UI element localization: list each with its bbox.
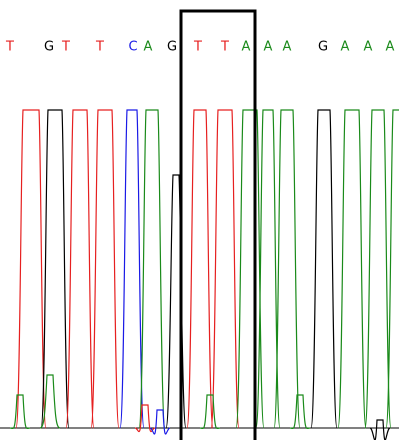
trace-peak (41, 110, 69, 428)
trace-peak (91, 110, 119, 428)
base-call: T (220, 40, 229, 55)
trace-peak (139, 110, 165, 428)
trace-peak (211, 110, 239, 428)
base-call: T (193, 40, 202, 55)
base-call: T (95, 40, 104, 55)
base-call: G (44, 40, 54, 55)
base-call: A (242, 40, 251, 55)
trace-peak (200, 395, 220, 428)
base-call: G (318, 40, 328, 55)
trace-peak (236, 110, 264, 428)
trace-peak (338, 110, 366, 428)
base-call: T (61, 40, 70, 55)
base-call: A (144, 40, 153, 55)
trace-peak (16, 110, 46, 428)
base-call: A (364, 40, 373, 55)
base-call: A (264, 40, 273, 55)
trace-peak (166, 175, 186, 428)
trace-peak (311, 110, 337, 428)
trace-peak (365, 110, 391, 428)
base-call: A (386, 40, 395, 55)
base-call: C (128, 40, 137, 55)
base-call: G (167, 40, 177, 55)
trace-peak (66, 110, 94, 428)
trace-peak (120, 110, 144, 428)
traces (10, 110, 399, 440)
trace-peak (10, 395, 30, 428)
trace-peak (187, 110, 213, 428)
trace-peak (290, 395, 310, 428)
base-call: T (5, 40, 14, 55)
base-call: A (283, 40, 292, 55)
chromatogram: TGTTCAGTTAAAGAAA (0, 0, 399, 440)
base-call: A (341, 40, 350, 55)
